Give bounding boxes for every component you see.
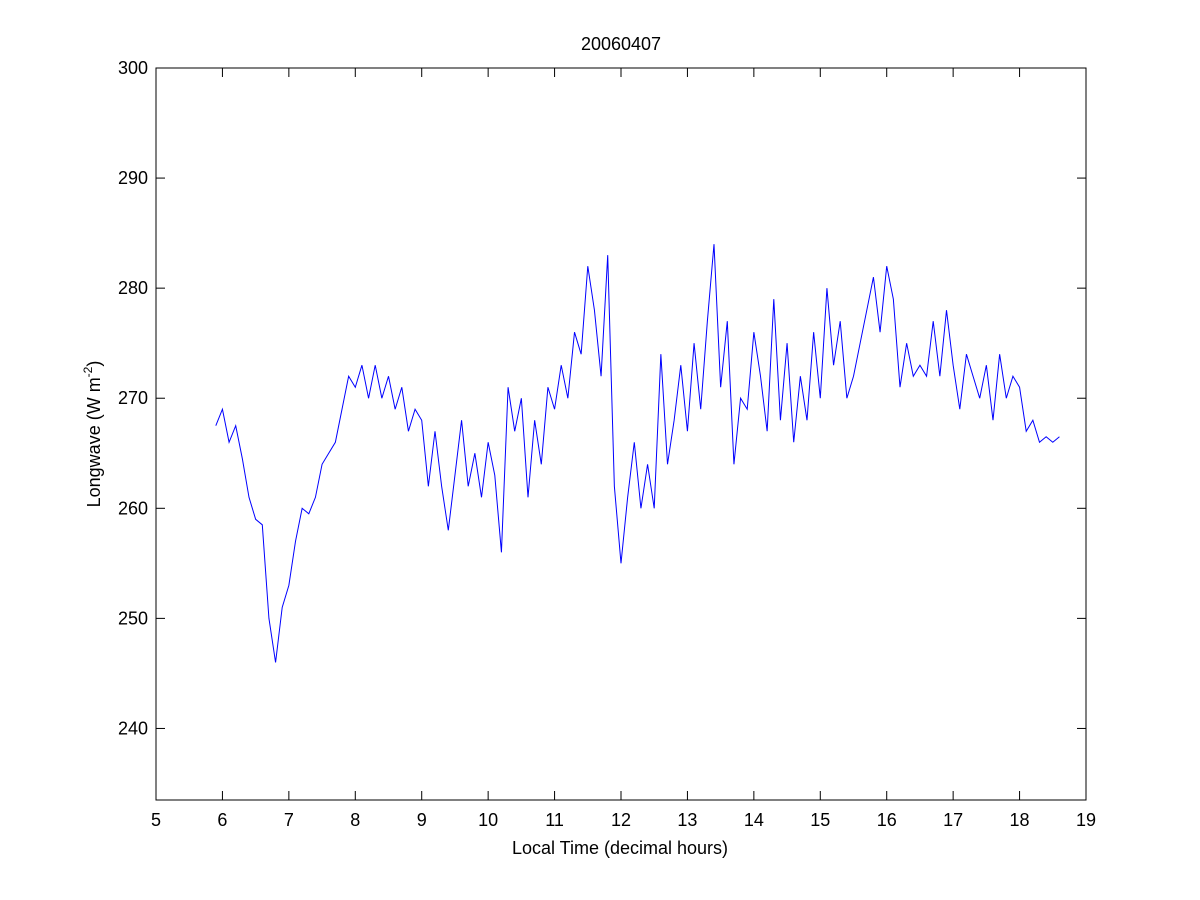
y-axis-label-suffix: ) <box>84 361 104 367</box>
x-tick-label: 10 <box>478 810 498 830</box>
y-tick-label: 240 <box>118 718 148 738</box>
x-tick-label: 5 <box>151 810 161 830</box>
y-axis-label: Longwave (W m-2) <box>81 361 104 508</box>
x-tick-label: 8 <box>350 810 360 830</box>
x-tick-label: 14 <box>744 810 764 830</box>
x-tick-label: 18 <box>1010 810 1030 830</box>
y-axis-label-text: Longwave (W m <box>84 377 104 507</box>
x-tick-label: 11 <box>545 810 564 830</box>
x-axis-label: Local Time (decimal hours) <box>512 838 728 858</box>
x-tick-label: 9 <box>417 810 427 830</box>
y-axis-label-sup: -2 <box>81 366 95 377</box>
x-tick-label: 17 <box>943 810 963 830</box>
y-tick-label: 300 <box>118 58 148 78</box>
x-tick-label: 6 <box>217 810 227 830</box>
x-tick-label: 19 <box>1076 810 1096 830</box>
x-tick-label: 7 <box>284 810 294 830</box>
x-tick-label: 13 <box>677 810 697 830</box>
y-tick-label: 260 <box>118 498 148 518</box>
data-line <box>215 244 1060 663</box>
y-tick-label: 250 <box>118 608 148 628</box>
y-tick-label: 270 <box>118 388 148 408</box>
y-tick-label: 280 <box>118 278 148 298</box>
x-tick-label: 16 <box>877 810 897 830</box>
y-tick-label: 290 <box>118 168 148 188</box>
chart-title: 20060407 <box>581 34 661 54</box>
x-tick-label: 12 <box>611 810 631 830</box>
x-tick-label: 15 <box>810 810 830 830</box>
